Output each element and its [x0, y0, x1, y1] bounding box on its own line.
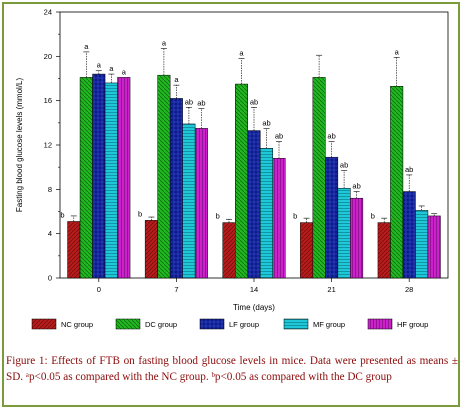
significance-label: b [138, 209, 142, 218]
figure-caption: Figure 1: Effects of FTB on fasting bloo… [6, 355, 458, 383]
significance-label: ab [327, 132, 335, 141]
legend-item: NC group [31, 318, 93, 330]
bar-dc-group [390, 86, 404, 279]
legend-item: DC group [115, 318, 177, 330]
legend-label: NC group [61, 320, 93, 329]
significance-label: ab [405, 165, 413, 174]
bar-mf-group [260, 148, 273, 279]
legend-swatch [283, 318, 309, 330]
bar-dc-group [157, 74, 171, 279]
y-tick-label: 24 [44, 8, 52, 17]
significance-label: ab [185, 97, 193, 106]
figure-frame [2, 2, 460, 407]
bar-hf-group [427, 215, 441, 279]
legend-label: LF group [229, 320, 259, 329]
y-tick-label: 20 [44, 52, 52, 61]
significance-label: a [239, 49, 244, 58]
significance-label: b [293, 212, 297, 221]
bar-mf-group [182, 123, 196, 279]
bar-hf-group [194, 128, 208, 279]
significance-label: b [371, 212, 375, 221]
legend-swatch [367, 318, 393, 330]
significance-label: ab [197, 98, 205, 107]
x-tick-label: 7 [174, 285, 178, 294]
legend-item: MF group [283, 318, 345, 330]
significance-label: ab [262, 118, 270, 127]
significance-label: a [174, 75, 179, 84]
significance-label: b [60, 210, 64, 219]
bar-lf-group [247, 130, 261, 279]
significance-label: a [395, 47, 400, 56]
y-tick-label: 4 [48, 229, 52, 238]
bar-hf-group [117, 77, 131, 279]
bar-hf-group [350, 197, 364, 279]
y-tick-label: 8 [48, 185, 52, 194]
bar-hf-group [272, 158, 286, 279]
legend-label: DC group [145, 320, 177, 329]
y-tick-label: 16 [44, 96, 52, 105]
significance-label: ab [250, 97, 258, 106]
x-tick-label: 0 [97, 285, 101, 294]
bar-nc-group [300, 222, 314, 279]
bar-nc-group [144, 220, 158, 279]
bar-nc-group [222, 222, 236, 279]
legend-label: MF group [313, 320, 345, 329]
y-tick-label: 12 [44, 141, 52, 150]
y-axis-label: Fasting blood glucose levels (mmol/L) [15, 78, 24, 213]
significance-label: ab [340, 160, 348, 169]
bar-mf-group [337, 187, 351, 279]
bar-mf-group [415, 210, 429, 279]
bar-lf-group [92, 73, 106, 279]
bar-lf-group [169, 98, 183, 279]
glucose-bar-chart: 0 4 8 12 16 20 24 Fasting blood glucose levels … [15, 8, 449, 330]
significance-label: a [84, 42, 89, 51]
legend-item: HF group [367, 318, 428, 330]
significance-label: a [109, 64, 114, 73]
significance-label: a [122, 67, 127, 76]
bar-nc-group [377, 222, 391, 279]
legend-swatch [31, 318, 57, 330]
bar-dc-group [79, 77, 93, 279]
bar-mf-group [104, 82, 118, 279]
legend-swatch [115, 318, 141, 330]
x-tick-label: 28 [405, 285, 413, 294]
bar-nc-group [67, 221, 81, 279]
significance-label: ab [275, 132, 283, 141]
significance-label: ab [352, 182, 360, 191]
y-tick-label: 0 [48, 274, 52, 283]
x-tick-label: 14 [250, 285, 258, 294]
x-axis-label: Time (days) [233, 303, 275, 312]
x-tick-label: 21 [327, 285, 335, 294]
bar-dc-group [235, 83, 248, 279]
legend-swatch [199, 318, 225, 330]
significance-label: a [162, 39, 167, 48]
bar-lf-group [325, 156, 339, 279]
legend-item: LF group [199, 318, 259, 330]
legend-label: HF group [397, 320, 428, 329]
bar-dc-group [312, 77, 326, 279]
bar-lf-group [402, 191, 416, 279]
significance-label: a [97, 61, 102, 70]
significance-label: b [216, 212, 220, 221]
